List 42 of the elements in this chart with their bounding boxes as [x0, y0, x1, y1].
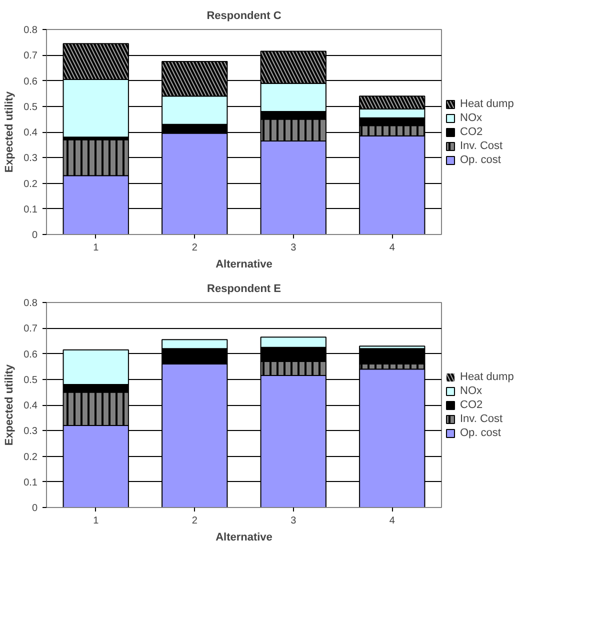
y-tick-label: 0.7: [24, 50, 38, 62]
y-tick-label: 0: [32, 230, 38, 241]
x-tick-label: 4: [389, 516, 396, 526]
x-tick-label: 4: [389, 242, 396, 254]
x-tick-label: 3: [290, 242, 297, 254]
x-axis-title: Alternative: [216, 532, 272, 544]
y-tick-label: 0.8: [24, 25, 38, 36]
legend-label: Op. cost: [460, 154, 501, 166]
y-tick-label: 0: [32, 503, 38, 514]
legend-label: Heat dump: [460, 98, 514, 110]
legend-label: Inv. Cost: [460, 140, 503, 152]
y-tick-label: 0.5: [24, 374, 38, 386]
y-tick-label: 0.5: [24, 102, 38, 113]
x-tick-label: 2: [192, 516, 198, 526]
legend-label: Heat dump: [460, 370, 514, 382]
legend-label: CO2: [460, 126, 483, 138]
y-tick-label: 0.1: [24, 204, 38, 216]
y-axis-title: Expected utility: [4, 363, 16, 446]
legend-label: NOx: [460, 112, 482, 124]
legend-label: CO2: [460, 398, 483, 410]
y-tick-label: 0.4: [24, 400, 38, 412]
y-tick-label: 0.1: [24, 477, 38, 488]
y-tick-label: 0.7: [24, 324, 38, 335]
y-axis-title: Expected utility: [4, 90, 16, 173]
y-tick-label: 0.3: [24, 426, 38, 438]
x-axis-title: Alternative: [216, 258, 272, 270]
y-tick-label: 0.6: [24, 349, 38, 360]
y-tick-label: 0.6: [24, 76, 38, 88]
legend-label: Op. cost: [460, 426, 501, 438]
x-tick-label: 1: [93, 516, 100, 526]
x-tick-label: 2: [192, 242, 198, 254]
y-tick-label: 0.4: [24, 128, 38, 138]
y-tick-label: 0.3: [24, 153, 38, 164]
chart-title: Respondent C: [206, 10, 282, 22]
legend-label: NOx: [460, 384, 482, 396]
y-tick-label: 0.8: [24, 298, 38, 309]
y-tick-label: 0.2: [24, 452, 38, 463]
x-tick-label: 1: [93, 242, 100, 254]
x-tick-label: 3: [290, 516, 297, 526]
legend-label: Inv. Cost: [460, 412, 503, 424]
y-tick-label: 0.2: [24, 178, 38, 190]
chart-title: Respondent E: [207, 283, 281, 295]
